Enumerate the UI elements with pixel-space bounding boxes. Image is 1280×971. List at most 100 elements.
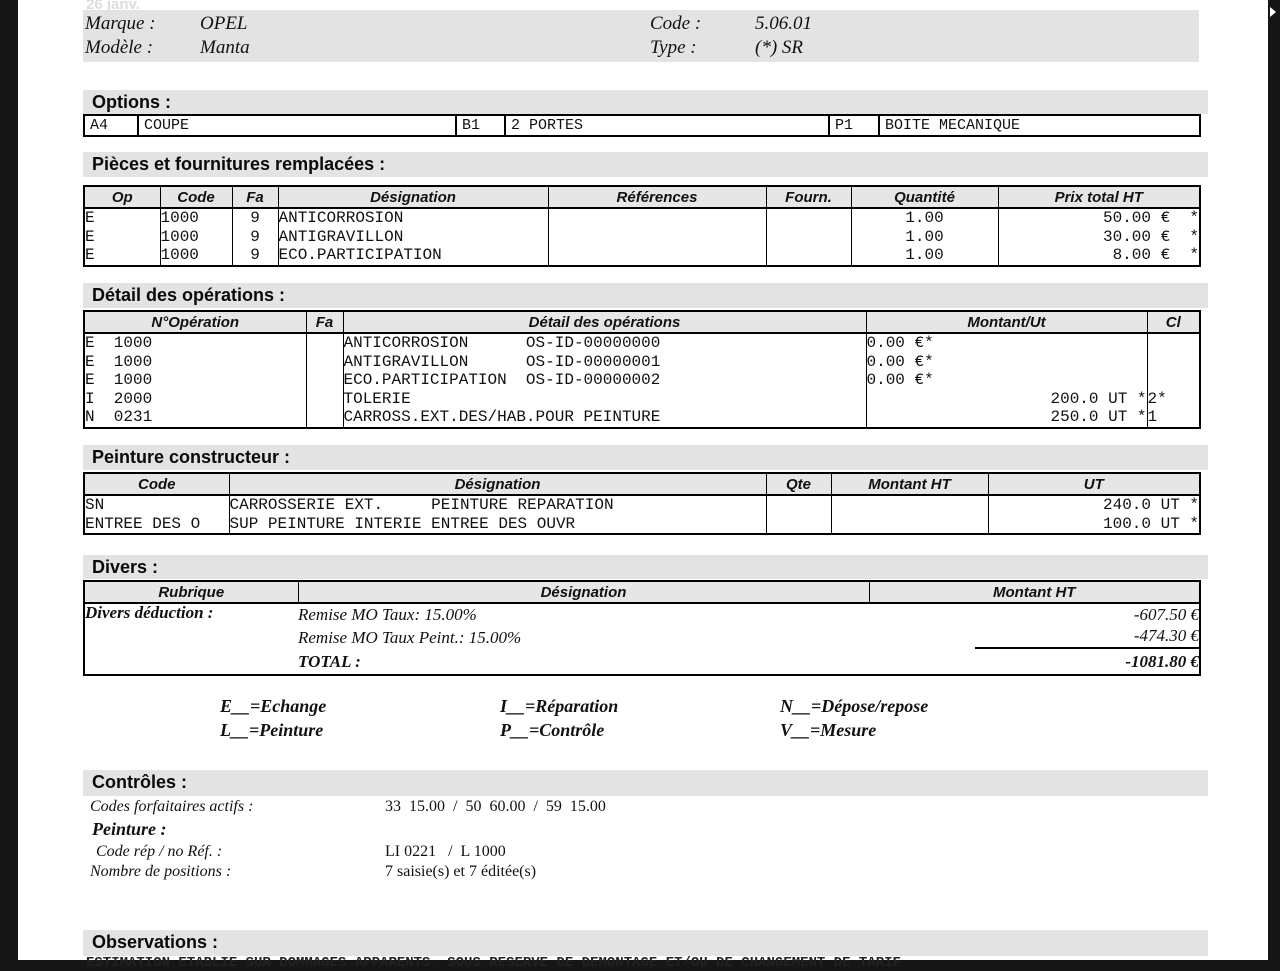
cell-rubrique [84, 650, 298, 675]
cell-cl [1146, 371, 1201, 390]
col-code: Code [83, 472, 230, 496]
cell-quantite: 1.00 [850, 246, 999, 266]
cell-cl: 1 [1146, 408, 1201, 428]
cell-num: E 1000 [83, 352, 307, 371]
col-ut: UT [987, 472, 1201, 496]
nombre-positions-label: Nombre de positions : [90, 863, 232, 880]
underlined-amount: -474.30 € [975, 626, 1199, 650]
edge-arrow-icon[interactable] [1270, 7, 1276, 17]
cell-fa [305, 408, 344, 428]
legend-depose-repose: N__=Dépose/repose [780, 696, 929, 716]
divers-table: Rubrique Désignation Montant HT Divers d… [83, 580, 1201, 676]
observations-clipped-text: ESTIMATION ETABLIE SUR DOMMAGES APPARENT… [86, 955, 901, 971]
option-label: 2 PORTES [504, 114, 830, 137]
option-code: A4 [83, 114, 139, 137]
col-code: Code [159, 185, 233, 209]
table-row: N 0231 CARROSS.EXT.DES/HAB.POUR PEINTURE… [83, 408, 1201, 428]
total-label: TOTAL : [298, 651, 361, 671]
cell-code: ENTREE DES O [83, 514, 230, 534]
cell-op: E [83, 208, 161, 228]
cell-designation: Remise MO Taux Peint.: 15.00% [298, 627, 522, 647]
pieces-section-title: Pièces et fournitures remplacées : [83, 152, 1208, 177]
cell-qte [765, 495, 832, 515]
col-designation: Désignation [228, 472, 767, 496]
cell-detail: ANTIGRAVILLON OS-ID-00000001 [342, 352, 867, 371]
status-bar-date: 26 janv. [86, 0, 140, 13]
marque-value: OPEL [200, 13, 248, 34]
cell-op: E [83, 227, 161, 246]
cell-num: N 0231 [83, 408, 307, 428]
legend-echange: E__=Echange [220, 696, 327, 716]
peinture-table: Code Désignation Qte Montant HT UT SN CA… [83, 472, 1201, 535]
codes-forfaitaires-value: 33 15.00 / 50 60.00 / 59 15.00 [385, 798, 606, 815]
cell-rubrique [84, 626, 298, 650]
cell-montant: -607.50 € [1133, 604, 1199, 624]
operations-table: N°Opération Fa Détail des opérations Mon… [83, 310, 1201, 429]
cell-detail: TOLERIE [342, 389, 867, 408]
cell-cl: 2* [1146, 389, 1201, 408]
col-num-operation: N°Opération [83, 310, 307, 334]
peinture-header-row: Code Désignation Qte Montant HT UT [83, 472, 1201, 496]
nombre-positions-value: 7 saisie(s) et 7 éditée(s) [385, 863, 537, 880]
col-quantite: Quantité [850, 185, 999, 209]
col-fa: Fa [305, 310, 344, 334]
cell-designation: SUP PEINTURE INTERIE ENTREE DES OUVR [228, 514, 767, 534]
col-cl: Cl [1146, 310, 1201, 334]
cell-qte [765, 514, 832, 534]
type-label: Type : [650, 37, 697, 58]
col-detail: Détail des opérations [342, 310, 867, 334]
modele-label: Modèle : [85, 37, 154, 58]
cell-references [547, 227, 767, 246]
col-montant-ut: Montant/Ut [865, 310, 1148, 334]
cell-fourn [765, 246, 852, 266]
table-row: Remise MO Taux Peint.: 15.00% -474.30 € [84, 626, 1200, 650]
cell-num: E 1000 [83, 333, 307, 353]
code-rep-label: Code rép / no Réf. : [96, 843, 223, 860]
cell-code: 1000 [159, 208, 233, 228]
cell-cl [1146, 333, 1201, 353]
options-section-title: Options : [83, 90, 1208, 114]
cell-fa: 9 [231, 246, 279, 266]
cell-code: 1000 [159, 227, 233, 246]
operations-section-title: Détail des opérations : [83, 283, 1208, 308]
cell-prix: 8.00 € * [997, 246, 1201, 266]
col-references: Références [547, 185, 767, 209]
cell-ut: 240.0 UT * [987, 495, 1201, 515]
cell-prix: 50.00 € * [997, 208, 1201, 228]
cell-code: SN [83, 495, 230, 515]
table-row: E 1000 9 ANTICORROSION 1.00 50.00 € * [83, 208, 1201, 228]
col-prix: Prix total HT [997, 185, 1201, 209]
modele-value: Manta [200, 37, 250, 58]
col-designation: Désignation [297, 580, 870, 604]
cell-cl [1146, 352, 1201, 371]
cell-quantite: 1.00 [850, 227, 999, 246]
cell-rubrique: Divers déduction : [85, 603, 214, 622]
table-row: Divers déduction : Remise MO Taux: 15.00… [84, 603, 1200, 626]
controles-section-title: Contrôles : [83, 770, 1208, 796]
table-row: ENTREE DES O SUP PEINTURE INTERIE ENTREE… [83, 514, 1201, 534]
col-fa: Fa [231, 185, 279, 209]
cell-fa [305, 352, 344, 371]
operations-header-row: N°Opération Fa Détail des opérations Mon… [83, 310, 1201, 334]
legend-controle: P__=Contrôle [500, 720, 605, 740]
divers-header-row: Rubrique Désignation Montant HT [83, 580, 1201, 604]
cell-montant-ht [830, 495, 989, 515]
divers-total-row: TOTAL : -1081.80 € [84, 650, 1200, 675]
legend-mesure: V__=Mesure [780, 720, 877, 740]
option-label: BOITE MECANIQUE [878, 114, 1201, 137]
cell-fa [305, 333, 344, 353]
cell-designation: ANTICORROSION [277, 208, 549, 228]
cell-montant: 0.00 €* [865, 352, 1148, 371]
cell-ut: 100.0 UT * [987, 514, 1201, 534]
cell-fa [305, 389, 344, 408]
options-table: A4 COUPE B1 2 PORTES P1 BOITE MECANIQUE [83, 114, 1201, 137]
cell-fa: 9 [231, 208, 279, 228]
cell-references [547, 246, 767, 266]
cell-op: E [83, 246, 161, 266]
col-designation: Désignation [277, 185, 549, 209]
cell-detail: CARROSS.EXT.DES/HAB.POUR PEINTURE [342, 408, 867, 428]
col-montant-ht: Montant HT [830, 472, 989, 496]
col-op: Op [83, 185, 161, 209]
pieces-table: Op Code Fa Désignation Références Fourn.… [83, 185, 1201, 267]
